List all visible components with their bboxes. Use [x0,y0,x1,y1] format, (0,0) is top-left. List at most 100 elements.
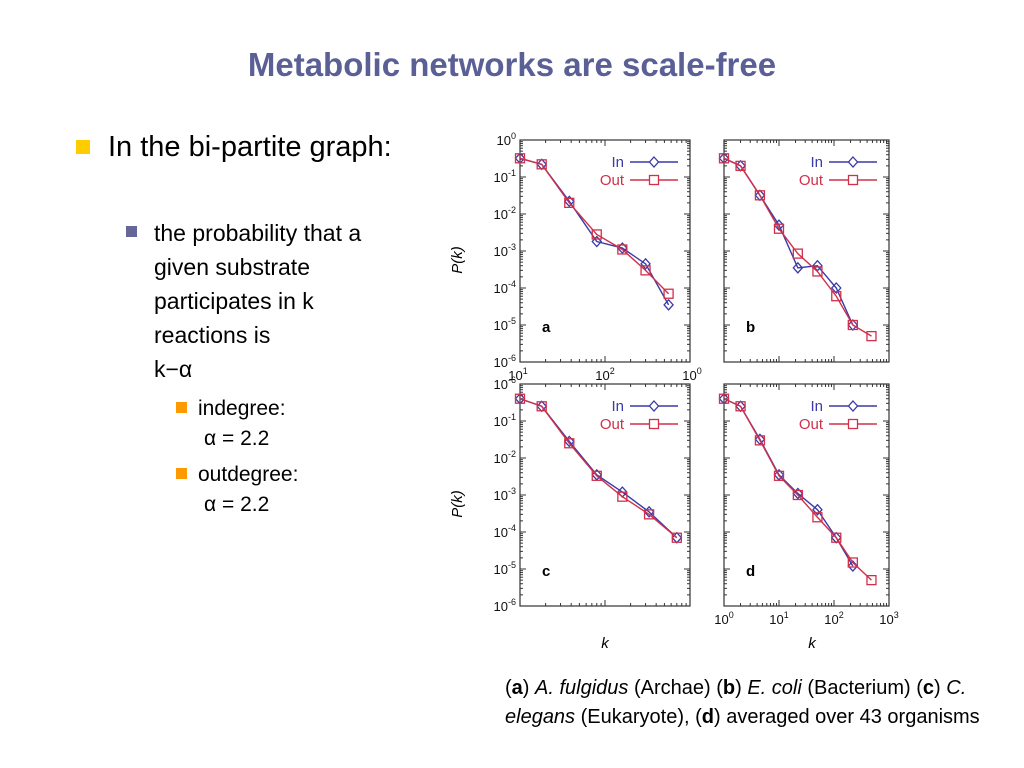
bullet-square-icon [76,140,90,154]
panel-letter: a [542,319,551,336]
x-tick-label: 102 [824,610,843,627]
indegree-label: indegree: [198,397,286,420]
data-point-out [735,401,746,412]
figure-caption: (a) A. fulgidus (Archae) (b) E. coli (Ba… [505,674,1005,732]
bullet-indegree: indegree: α = 2.2 [198,394,398,454]
data-point-out [718,153,730,164]
y-tick-label: 10-2 [494,205,516,222]
legend-marker-square [847,418,859,430]
x-tick-label: 103 [879,610,898,627]
data-point-out [617,244,628,255]
data-point-out [754,435,766,446]
y-tick-label: 10-6 [494,353,516,370]
outdegree-label: outdegree: [198,463,299,486]
plot-frame [519,139,691,363]
caption-text: ) [522,677,536,699]
y-tick-label: 10-3 [494,486,516,503]
x-axis-label: k [601,635,610,652]
legend-marker-square [847,174,859,186]
bullet-square-icon [176,468,187,479]
data-point-out [831,291,842,302]
data-point-out [514,153,526,164]
data-point-out [773,223,785,234]
series-line-out [723,157,872,337]
data-point-in [792,261,804,274]
caption-text: ) [934,677,947,699]
legend-marker-diamond [648,156,660,168]
legend-marker-square [648,418,660,430]
caption-text: (Bacterium) ( [801,677,923,699]
y-tick-label: 10-1 [494,412,516,429]
indegree-value: α = 2.2 [204,427,270,450]
y-axis-label: P(k) [449,490,466,518]
y-tick-label: 10-4 [494,523,516,540]
data-point-in [830,282,842,294]
data-point-out [754,190,766,201]
legend-label-out: Out [600,416,625,433]
caption-panel-label: d [701,706,714,728]
data-point-out [663,288,674,299]
data-point-out [643,509,655,520]
data-point-out [735,160,746,172]
data-point-out [847,557,858,568]
data-point-out [536,401,547,412]
caption-organism: C. elegans [505,677,967,728]
data-point-out [591,470,602,481]
caption-text: ) averaged over 43 organisms [713,706,980,728]
data-point-out [773,470,785,481]
data-point-out [812,512,823,523]
y-tick-label: 100 [497,131,516,148]
y-axis-label: P(k) [449,246,466,274]
y-tick-label: 10-1 [494,168,516,185]
y-tick-label: 10-4 [494,279,516,296]
y-tick-label: 10-5 [494,560,516,577]
bullet-square-icon [176,402,187,413]
panel-letter: b [746,319,755,336]
plot-frame [723,139,890,363]
y-tick-label: 10-6 [494,597,516,614]
x-tick-label: 100 [682,366,701,383]
caption-text: ) [735,677,748,699]
legend-label-in: In [810,398,823,415]
caption-text: (Eukaryote), ( [575,706,702,728]
legend-marker-diamond [847,156,859,168]
plot-frame [723,383,890,607]
data-point-out [564,438,575,449]
data-point-out [812,266,823,277]
x-axis-label: k [808,635,817,652]
y-tick-label: 10-5 [494,316,516,333]
data-point-out [617,491,628,502]
power-law-formula: k−α [154,356,193,382]
caption-organism: A. fulgidus [535,677,629,699]
x-tick-label: 100 [714,610,733,627]
data-point-out [671,532,682,543]
data-point-out [831,532,842,543]
legend-label-out: Out [799,416,824,433]
outdegree-value: α = 2.2 [204,493,270,516]
bullet-level2: the probability that a given substrate p… [154,216,404,386]
legend-label-out: Out [600,172,625,189]
y-tick-label: 10-3 [494,242,516,259]
bullet-level2-text: the probability that a given substrate p… [154,220,362,348]
data-point-in [663,298,674,311]
caption-text: ( [505,677,512,699]
legend-label-in: In [810,154,823,171]
slide-title: Metabolic networks are scale-free [247,46,777,83]
legend-label-in: In [611,154,624,171]
y-tick-label: 10-2 [494,449,516,466]
data-point-out [847,319,858,331]
caption-panel-label: c [922,677,935,699]
legend-marker-diamond [847,400,859,412]
data-point-out [792,248,803,259]
caption-text: (Archae) ( [628,677,723,699]
panel-letter: d [746,563,755,580]
data-point-in [616,242,628,255]
data-point-in [591,235,603,248]
series-line-out [723,398,872,581]
legend-marker-diamond [648,400,660,412]
